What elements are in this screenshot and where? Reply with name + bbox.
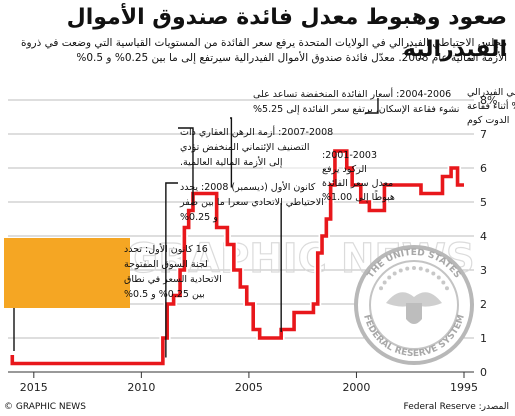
x-tick-label: 2015 (20, 381, 48, 394)
x-tick-label: 2010 (127, 381, 155, 394)
subtitle-line: الأزمة المالية عام 2008. معدّل فائدة صند… (76, 52, 507, 64)
seal-star (392, 271, 397, 276)
series-line (10, 149, 464, 366)
y-tick-label: 1 (480, 332, 487, 345)
seal-inner-ring (369, 260, 459, 350)
x-tick-label: 2005 (235, 381, 263, 394)
annotation-1997-2000: 1997-2000: يرفع الاحتياطي الفيدراليأسعار… (467, 87, 515, 126)
annotation-line: 2007-2008: أزمة الرهن العقاري ذات (180, 125, 333, 138)
y-tick-label: 3 (480, 264, 487, 277)
annotation-line: أسعار الفائدة إلى 6.50% أثناء فقاعة (467, 99, 515, 112)
seal-star (418, 266, 423, 271)
seal-star (431, 271, 436, 276)
y-tick-label: 6 (480, 162, 487, 175)
annotation-line: نشوء فقاعة الإسكان. يرتفع سعر الفائدة إل… (253, 104, 459, 115)
annotation-line: التصنيف الإئتماني المنخفض تؤدي (180, 142, 309, 153)
annotation-line: إلى الأزمة المالية العالمية. (180, 156, 283, 168)
subtitle-line: مجلس الاحتياطي الفيدرالي في الولايات الم… (20, 37, 507, 49)
annotation-line: بين 0.25% و 0.5% (124, 289, 205, 300)
seal-eagle-wings (386, 292, 442, 307)
seal-star (379, 286, 384, 291)
chart-subtitle: مجلس الاحتياطي الفيدرالي في الولايات الم… (6, 36, 507, 66)
seal-star (382, 280, 387, 285)
seal-star (398, 268, 403, 273)
seal-star (387, 275, 392, 280)
seal-star (444, 286, 449, 291)
annotation-line: 2001-2003: (322, 150, 377, 161)
y-tick-label: 2 (480, 298, 487, 311)
annotation-callouts: 1997-2000: يرفع الاحتياطي الفيدراليأسعار… (4, 87, 515, 358)
annotation-dec-2008: كانون الأول (ديسمبر) 2008: يحدد الاحتياطي… (179, 181, 324, 223)
x-tick-label: 2000 (342, 381, 370, 394)
annotation-line: 1997-2000: يرفع الاحتياطي الفيدرالي (467, 87, 515, 98)
annotation-line: 16 كانون الأول: تحدد (124, 243, 208, 255)
annotation-bg (263, 150, 325, 208)
annotation-line: و 0.25% (180, 212, 218, 223)
chart-series (8, 147, 464, 367)
annotation-line: كانون الأول (ديسمبر) 2008: يحدد (180, 181, 316, 193)
footer-credit: © GRAPHIC NEWS (4, 402, 86, 412)
annotation-2004-2006: 2004-2006: أسعار الفائدة المنخفضة تساعد … (253, 87, 459, 115)
x-tick-label: 1995 (450, 381, 478, 394)
annotation-2007-2008: 2007-2008: أزمة الرهن العقاري ذات التصنيف… (180, 125, 333, 168)
annotation-line: الدوت كوم (467, 115, 509, 126)
seal-star (405, 266, 410, 271)
y-tick-label: 8% (480, 94, 497, 107)
annotation-line: الاحتياطي الاتحادي سعرا ما بين صفر (179, 197, 324, 208)
y-axis-ticks: 0 1 2 3 4 5 6 7 8% (480, 94, 497, 379)
highlight-box (4, 238, 130, 308)
seal-star (412, 266, 416, 270)
leader-2004 (230, 117, 233, 188)
annotation-2001-2003: 2001-2003: الركود يرفع معدل سعر الفائدةهبو… (322, 150, 395, 203)
footer-source: المصدر: Federal Reserve (403, 402, 509, 412)
annotation-line: الاتحادية السعر في نطاق (124, 274, 222, 285)
leader-1997 (365, 98, 379, 114)
annotation-line: 2004-2006: أسعار الفائدة المنخفضة تساعد … (253, 87, 451, 100)
annotation-line: معدل سعر الفائدة (322, 178, 393, 189)
seal-star (436, 275, 441, 280)
annotation-line: هبوطًا إلى 1.00% (322, 190, 395, 203)
seal-star (425, 268, 430, 273)
chart-title: صعود وهبوط معدل فائدة صندوق الأموال الفي… (66, 5, 507, 62)
y-tick-label: 5 (480, 196, 487, 209)
annotation-line: لجنة السوق المفتوحة (124, 259, 208, 270)
seal-shield (406, 303, 422, 324)
leader-2007 (178, 127, 194, 206)
leader-2008 (165, 182, 178, 358)
y-tick-label: 4 (480, 230, 487, 243)
y-tick-label: 0 (480, 366, 487, 379)
annotation-line: الركود يرفع (322, 164, 367, 175)
y-tick-label: 7 (480, 128, 487, 141)
x-axis-ticks: 1995 2000 2005 2010 2015 (8, 371, 478, 394)
annotation-dec-16: 16 كانون الأول: تحدد لجنة السوق المفتوحة ا… (124, 243, 222, 300)
seal-star (441, 280, 446, 285)
